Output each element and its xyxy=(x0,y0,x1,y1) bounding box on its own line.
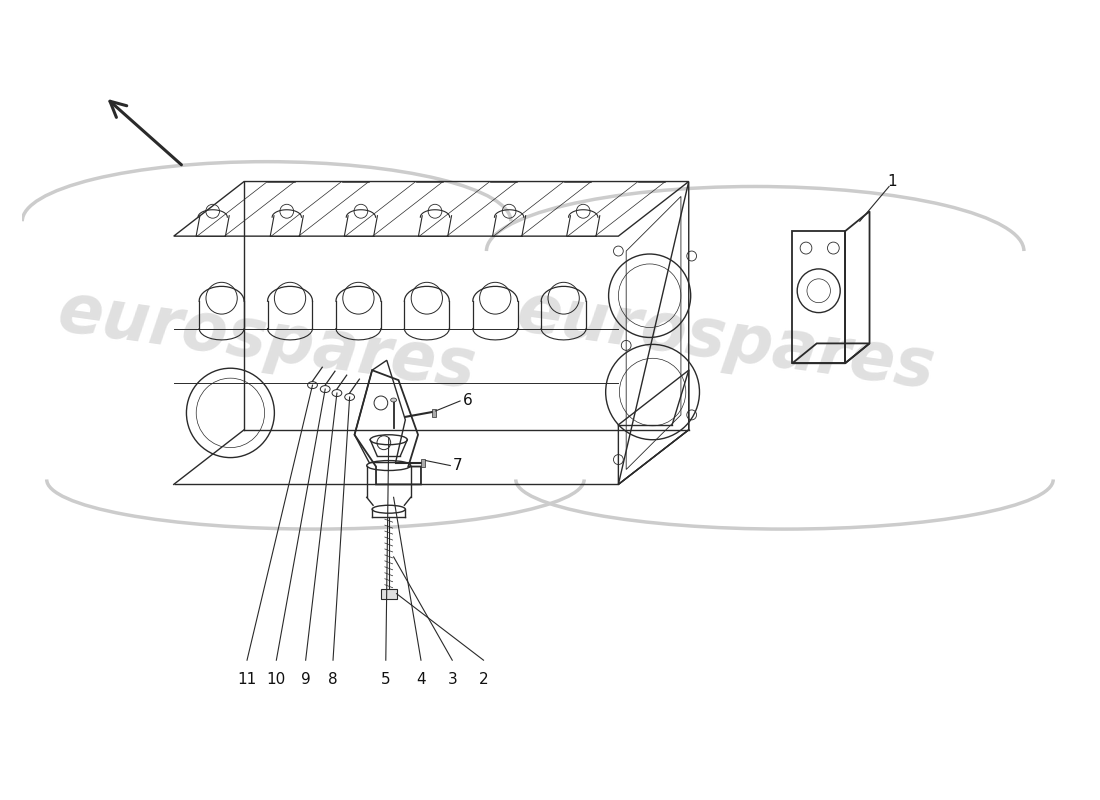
Text: 3: 3 xyxy=(448,672,458,687)
Text: 8: 8 xyxy=(328,672,338,687)
Text: 9: 9 xyxy=(300,672,310,687)
Bar xyxy=(421,458,425,466)
Text: 11: 11 xyxy=(238,672,256,687)
Text: 10: 10 xyxy=(266,672,286,687)
Text: eurospares: eurospares xyxy=(513,278,939,402)
Text: 4: 4 xyxy=(416,672,426,687)
Text: 7: 7 xyxy=(453,458,463,473)
Text: eurospares: eurospares xyxy=(53,278,480,402)
Text: 6: 6 xyxy=(463,394,473,409)
Text: 1: 1 xyxy=(888,174,896,189)
Text: 2: 2 xyxy=(478,672,488,687)
Polygon shape xyxy=(381,589,396,598)
Text: 5: 5 xyxy=(381,672,390,687)
Ellipse shape xyxy=(390,398,396,402)
Bar xyxy=(431,409,436,417)
